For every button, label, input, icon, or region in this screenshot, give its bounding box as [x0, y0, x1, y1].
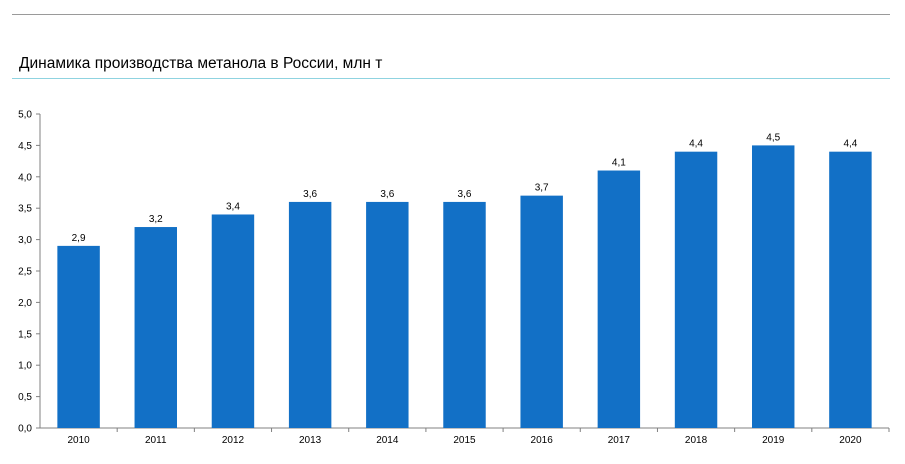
- data-label: 4,5: [766, 132, 780, 143]
- x-tick-label: 2013: [299, 435, 322, 446]
- x-tick-label: 2016: [531, 435, 554, 446]
- data-label: 3,2: [149, 214, 163, 225]
- y-tick-label: 4,0: [18, 172, 32, 183]
- data-label: 3,6: [380, 189, 394, 200]
- chart-title: Динамика производства метанола в России,…: [19, 55, 383, 72]
- x-tick-label: 2018: [685, 435, 708, 446]
- x-tick-label: 2014: [376, 435, 399, 446]
- bar: [752, 145, 795, 428]
- data-label: 3,6: [458, 189, 472, 200]
- bar: [674, 151, 718, 428]
- top-divider: [12, 14, 890, 15]
- x-tick-label: 2020: [839, 435, 862, 446]
- data-label: 3,6: [303, 189, 317, 200]
- x-tick-label: 2011: [145, 435, 167, 446]
- data-label: 4,4: [843, 139, 857, 150]
- x-tick-label: 2010: [67, 435, 90, 446]
- x-tick-label: 2015: [453, 435, 476, 446]
- data-label: 3,7: [535, 183, 549, 194]
- data-label: 4,4: [689, 139, 703, 150]
- y-tick-label: 0,0: [18, 424, 32, 435]
- data-label: 3,4: [226, 201, 240, 212]
- bar: [366, 201, 409, 428]
- bar: [57, 245, 100, 428]
- bar: [134, 227, 177, 428]
- bar: [520, 195, 563, 428]
- y-tick-label: 2,5: [18, 267, 32, 278]
- bar: [211, 214, 255, 428]
- title-divider: [12, 78, 890, 79]
- bar: [288, 201, 332, 428]
- x-tick-label: 2012: [222, 435, 245, 446]
- bar: [829, 151, 872, 428]
- data-label: 4,1: [612, 158, 626, 169]
- y-tick-label: 1,0: [18, 361, 32, 372]
- y-tick-label: 1,5: [18, 329, 32, 340]
- bar: [443, 201, 486, 428]
- y-tick-label: 0,5: [18, 392, 32, 403]
- data-label: 2,9: [72, 233, 86, 244]
- y-tick-label: 3,0: [18, 235, 32, 246]
- y-tick-label: 4,5: [18, 141, 32, 152]
- y-tick-label: 2,0: [18, 298, 32, 309]
- y-tick-label: 5,0: [18, 110, 32, 121]
- y-tick-label: 3,5: [18, 204, 32, 215]
- bar: [597, 170, 641, 428]
- x-tick-label: 2019: [762, 435, 785, 446]
- x-tick-label: 2017: [608, 435, 631, 446]
